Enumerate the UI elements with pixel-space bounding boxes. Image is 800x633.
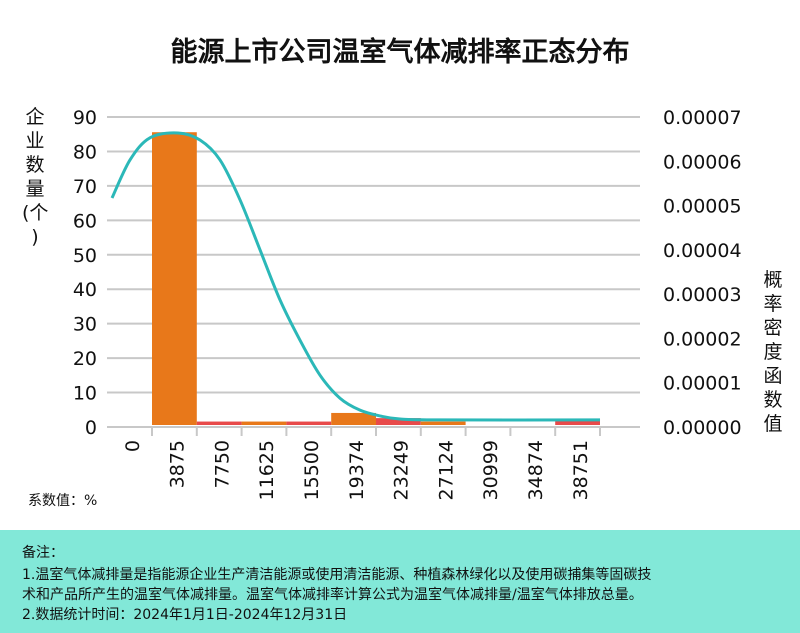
y-tick-label: 50 [73, 245, 97, 267]
y-tick-label: 10 [73, 383, 97, 405]
notes-heading: 备注： [22, 545, 64, 561]
histogram-bar [241, 421, 287, 425]
y-tick-label: 70 [73, 176, 97, 198]
histogram-bar [331, 412, 376, 425]
histogram-bar [420, 421, 466, 425]
x-tick-label: 34874 [525, 440, 547, 500]
notes-line-2: 术和产品所产生的温室气体减排量。温室气体减排率计算公式为温室气体减排量/温室气体… [22, 587, 643, 603]
histogram-bar [286, 421, 332, 425]
y-axis-label-right: 概率密度函数值 [763, 269, 783, 435]
y2-tick-label: 0.00006 [663, 151, 742, 173]
y2-tick-label: 0.00000 [663, 417, 742, 439]
notes-panel: 备注： 1.温室气体减排量是指能源企业生产清洁能源或使用清洁能源、种植森林绿化以… [0, 530, 800, 633]
y-tick-label: 60 [73, 210, 97, 232]
notes-line-1: 1.温室气体减排量是指能源企业生产清洁能源或使用清洁能源、种植森林绿化以及使用碳… [22, 567, 652, 583]
x-tick-label: 27124 [435, 440, 457, 500]
y-tick-label: 90 [73, 107, 97, 129]
y2-tick-label: 0.00003 [663, 284, 742, 306]
x-tick-label: 0 [122, 440, 144, 452]
x-tick-label: 19374 [346, 440, 368, 500]
notes-line-3: 2.数据统计时间：2024年1月1日-2024年12月31日 [22, 607, 348, 623]
y2-tick-label: 0.00001 [663, 373, 742, 395]
y-tick-label: 40 [73, 279, 97, 301]
unit-label: 系数值：% [28, 493, 98, 509]
y-axis-label-left: 企业数量 (个) [22, 106, 49, 248]
y2-tick-label: 0.00004 [663, 240, 742, 262]
x-tick-label: 15500 [301, 440, 323, 500]
y-tick-label: 30 [73, 314, 97, 336]
y2-tick-label: 0.00005 [663, 196, 742, 218]
histogram-bar [152, 132, 197, 425]
chart-title: 能源上市公司温室气体减排率正态分布 [170, 37, 630, 68]
density-curve [110, 131, 601, 422]
x-tick-label: 3875 [167, 440, 189, 488]
y-tick-label: 0 [85, 417, 97, 439]
histogram-bar [376, 418, 421, 425]
y-tick-label: 80 [73, 141, 97, 163]
x-tick-label: 38751 [570, 440, 592, 500]
histogram-bar [196, 421, 242, 425]
x-tick-label: 7750 [211, 440, 233, 488]
x-tick-label: 23249 [391, 440, 413, 500]
y2-tick-label: 0.00002 [663, 328, 742, 350]
y2-tick-label: 0.00007 [663, 107, 742, 129]
x-tick-label: 30999 [480, 440, 502, 500]
x-tick-label: 11625 [256, 440, 278, 500]
y-tick-label: 20 [73, 348, 97, 370]
histogram-bar [555, 419, 600, 425]
